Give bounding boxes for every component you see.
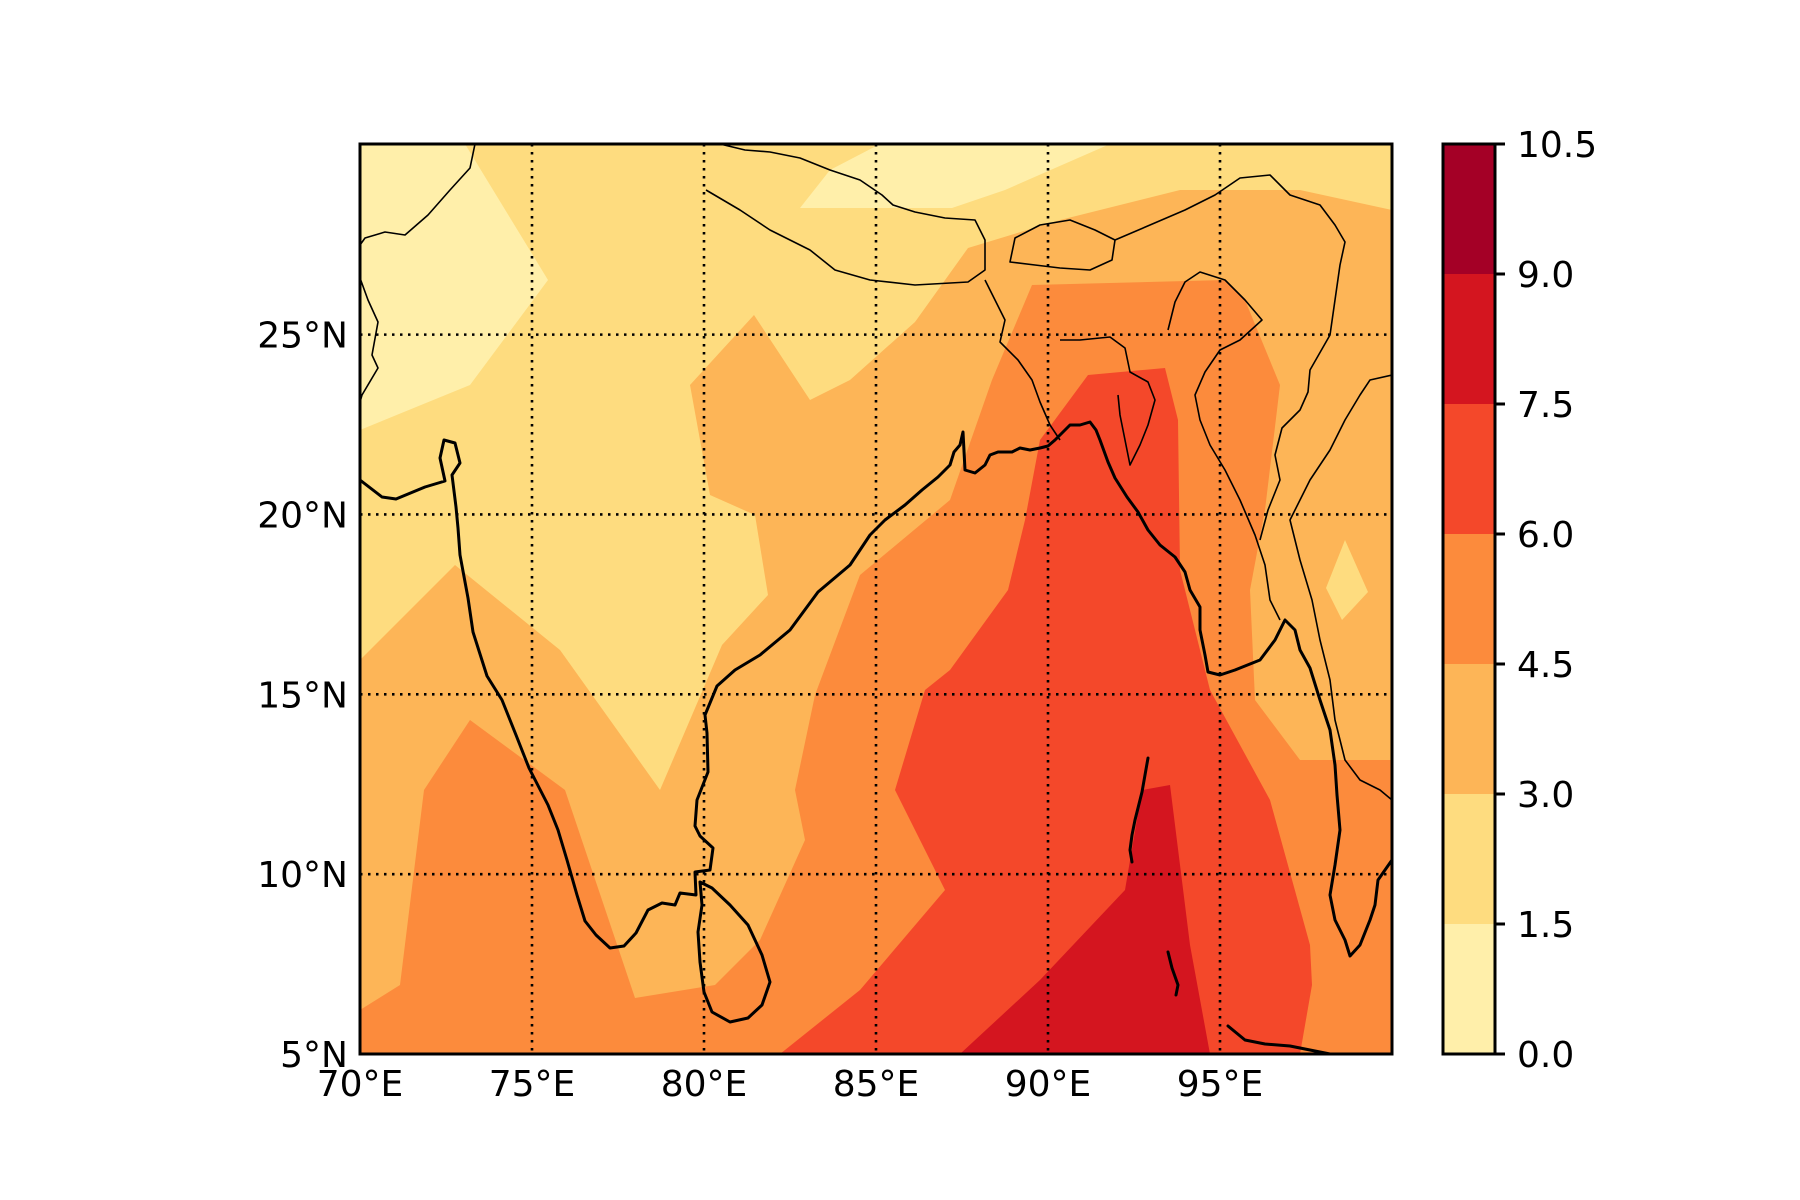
map-area [360, 144, 1392, 1054]
sumatra-coastline [1226, 1024, 1332, 1054]
y-tick-labels: 5°N 10°N 15°N 20°N 25°N [257, 316, 348, 1076]
colorbar-tick-label: 0.0 [1517, 1035, 1574, 1076]
colorbar-tick-label: 9.0 [1517, 255, 1574, 296]
x-tick-label: 95°E [1177, 1064, 1264, 1105]
x-tick-label: 80°E [661, 1064, 748, 1105]
border-india-pakistan [360, 144, 476, 403]
contour-band-7.5-9.0 [960, 785, 1210, 1054]
coastlines [360, 420, 1392, 1054]
colorbar-tick-label: 1.5 [1517, 905, 1574, 946]
colorbar-tick-label: 4.5 [1517, 645, 1574, 686]
border-bangladesh [984, 279, 1156, 466]
y-tick-label: 10°N [257, 855, 348, 896]
colorbar-segment [1443, 924, 1495, 1054]
indian-coastline [360, 420, 1392, 958]
sri-lanka-coastline [696, 880, 772, 1024]
border-myanmar [1167, 271, 1281, 621]
contour-band-0.0-1.5 [360, 144, 548, 430]
andaman-islands [1128, 756, 1150, 864]
colorbar-segment [1443, 534, 1495, 664]
colorbar-frame [1441, 142, 1497, 1056]
colorbar-tick-label: 10.5 [1517, 125, 1597, 166]
colorbar-tick-label: 7.5 [1517, 385, 1574, 426]
border-china-india-east [1114, 174, 1346, 541]
y-tick-label: 5°N [280, 1035, 348, 1076]
country-borders [360, 144, 1392, 801]
colorbar-segment [1443, 144, 1495, 274]
x-tick-label: 70°E [317, 1064, 404, 1105]
border-thailand [1289, 374, 1392, 801]
colorbar-segment [1443, 404, 1495, 534]
colorbar-tick-label: 6.0 [1517, 515, 1574, 556]
contour-band-1.5-3.0 [1326, 540, 1368, 620]
colorbar: 0.0 1.5 3.0 4.5 6.0 7.5 9.0 10.5 [1441, 125, 1597, 1076]
x-tick-label: 85°E [833, 1064, 920, 1105]
map-frame [358, 142, 1394, 1056]
colorbar-segment [1443, 274, 1495, 404]
y-tick-label: 20°N [257, 495, 348, 536]
x-tick-labels: 70°E 75°E 80°E 85°E 90°E 95°E [317, 1064, 1264, 1105]
nicobar-islands [1166, 950, 1180, 997]
colorbar-segment [1443, 664, 1495, 794]
colorbar-segment [1443, 794, 1495, 924]
y-tick-label: 15°N [257, 675, 348, 716]
y-tick-label: 25°N [257, 316, 348, 357]
x-tick-label: 75°E [489, 1064, 576, 1105]
colorbar-tick-label: 3.0 [1517, 775, 1574, 816]
x-tick-label: 90°E [1005, 1064, 1092, 1105]
border-nepal [705, 144, 986, 286]
